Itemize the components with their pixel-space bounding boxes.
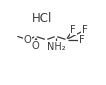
Text: HCl: HCl [32,12,52,25]
Text: F: F [79,35,84,45]
Text: F: F [82,25,88,35]
Text: O: O [23,35,31,45]
Text: O: O [32,41,39,51]
Text: NH₂: NH₂ [47,42,65,52]
Text: F: F [70,25,76,35]
